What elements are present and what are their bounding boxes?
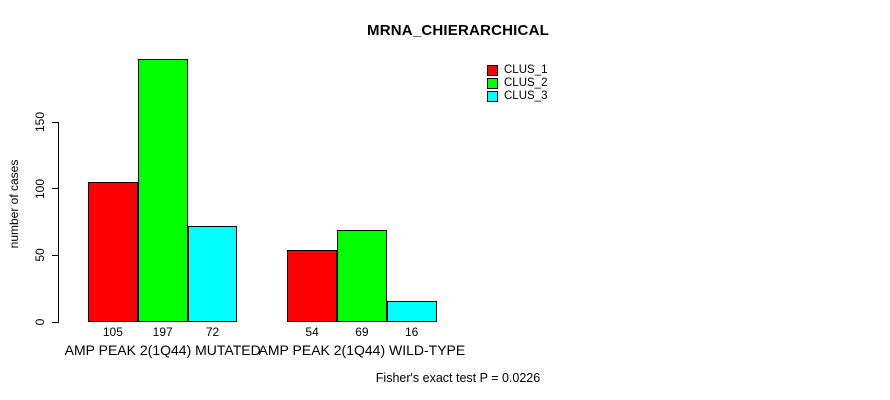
bar-clus_2-group2: [337, 230, 387, 322]
legend-item: CLUS_2: [487, 77, 547, 90]
legend-item: CLUS_3: [487, 90, 547, 103]
bar-clus_1-group2: [287, 250, 337, 322]
y-tick-mark: [52, 254, 58, 256]
bar-clus_3-group1: [187, 226, 238, 322]
bar-clus_3-group2: [386, 300, 437, 322]
legend-label: CLUS_2: [504, 77, 548, 89]
legend-swatch-red: [487, 65, 498, 76]
legend-label: CLUS_1: [504, 64, 548, 76]
chart-title: MRNA_CHIERARCHICAL: [367, 22, 549, 39]
legend: CLUS_1 CLUS_2 CLUS_3: [487, 64, 547, 103]
bar-value-label: 72: [205, 325, 220, 339]
bar-clus_1-group1: [88, 182, 138, 322]
x-axis-group-label: AMP PEAK 2(1Q44) MUTATED: [64, 342, 261, 358]
legend-item: CLUS_1: [487, 64, 547, 77]
x-axis-group-label: AMP PEAK 2(1Q44) WILD-TYPE: [258, 342, 466, 358]
legend-label: CLUS_3: [504, 90, 548, 102]
bar-value-label: 197: [152, 325, 173, 339]
y-tick-mark: [52, 121, 58, 123]
legend-swatch-green: [487, 78, 498, 89]
y-tick-label: 0: [33, 318, 47, 326]
bar-value-label: 54: [305, 325, 319, 339]
bar-value-label: 69: [355, 325, 369, 339]
y-tick-mark: [52, 188, 58, 190]
y-tick-mark: [52, 321, 58, 323]
bar-value-label: 16: [405, 325, 419, 339]
y-tick-label: 150: [33, 111, 47, 133]
bar-clus_2-group1: [137, 59, 188, 322]
annotation-fisher-test: Fisher's exact test P = 0.0226: [375, 371, 541, 385]
y-tick-label: 100: [33, 178, 47, 199]
bar-value-label: 105: [102, 325, 123, 339]
y-tick-label: 50: [33, 248, 47, 263]
y-axis-line: [58, 122, 59, 323]
legend-swatch-cyan: [487, 91, 498, 102]
y-axis-title: number of cases: [7, 159, 21, 249]
